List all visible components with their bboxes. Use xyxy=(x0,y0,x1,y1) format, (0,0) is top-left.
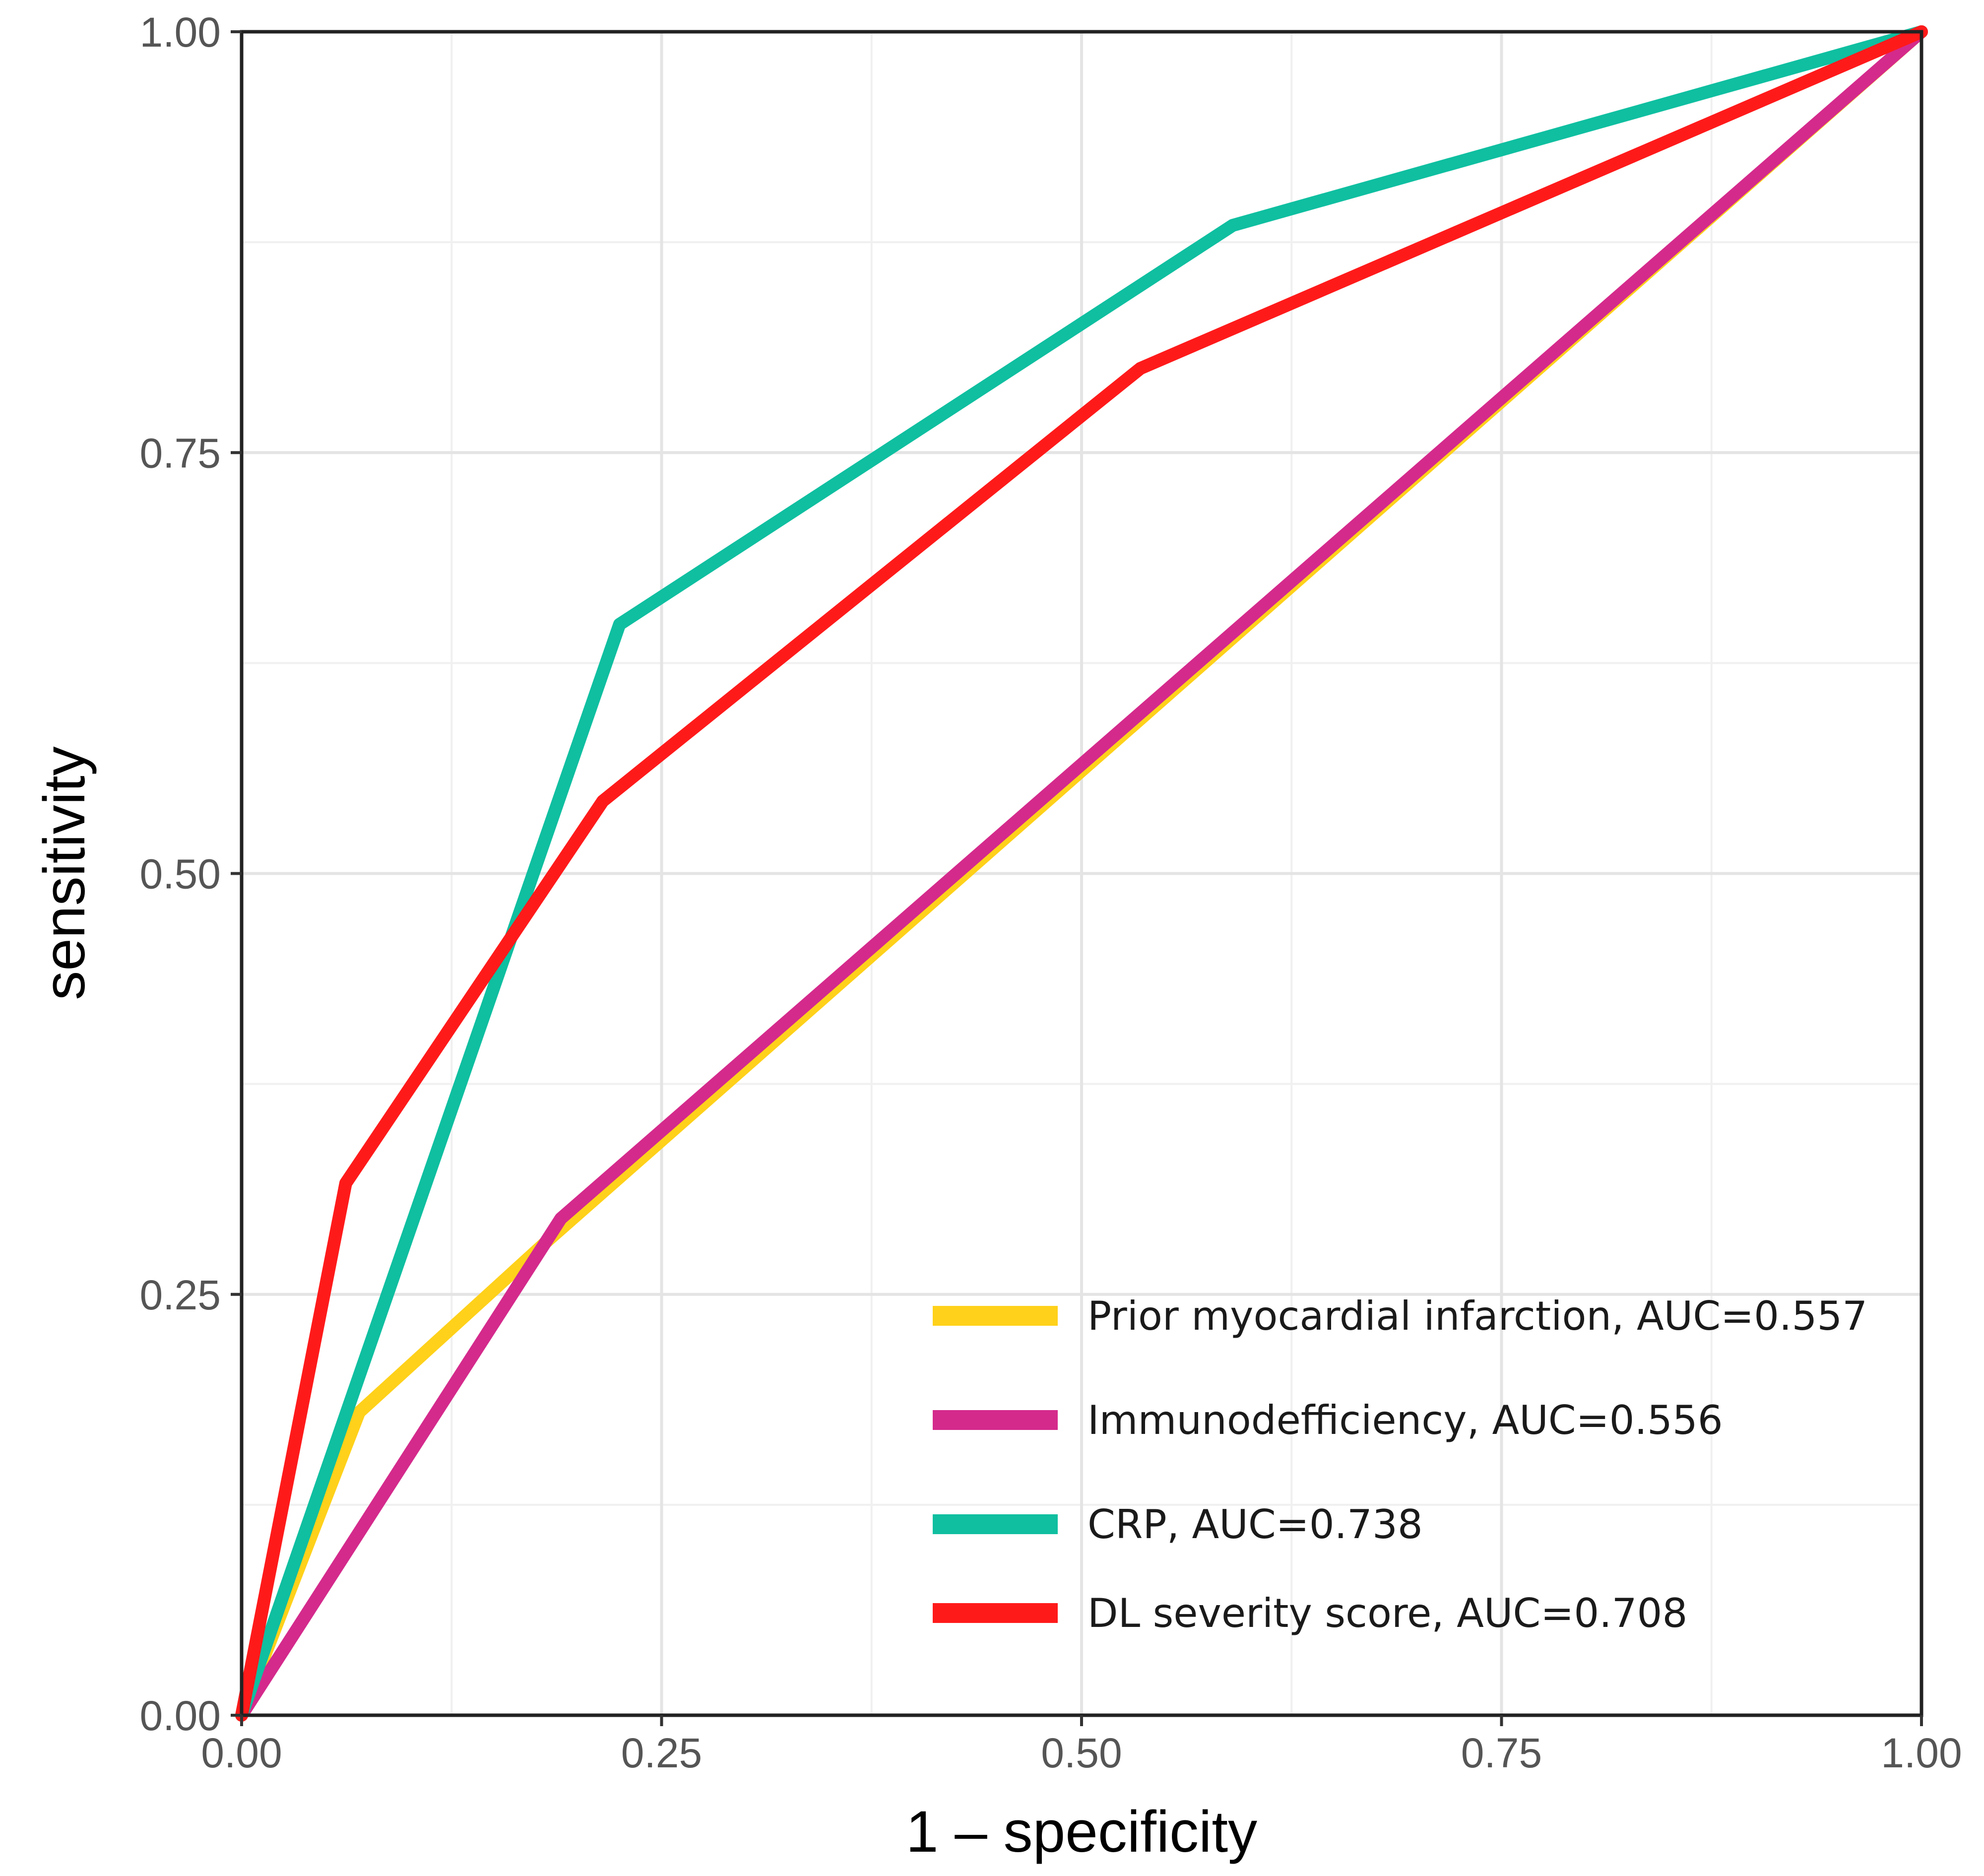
y-tick-label: 0.50 xyxy=(140,851,221,898)
legend-label-4: DL severity score, AUC=0.708 xyxy=(1088,1590,1687,1636)
x-tick-label: 1.00 xyxy=(1881,1730,1962,1776)
y-tick-label: 0.75 xyxy=(140,430,221,476)
legend-label-2: Immunodefficiency, AUC=0.556 xyxy=(1088,1397,1723,1443)
x-axis-title: 1 – specificity xyxy=(906,1799,1257,1865)
x-tick-label: 0.25 xyxy=(621,1730,703,1776)
y-tick-label: 0.25 xyxy=(140,1272,221,1318)
legend-swatch-2 xyxy=(933,1410,1058,1430)
legend-swatch-3 xyxy=(933,1514,1058,1534)
y-axis-title: sensitivity xyxy=(32,746,97,1000)
x-tick-label: 0.75 xyxy=(1461,1730,1542,1776)
series-line-3 xyxy=(235,25,1928,1722)
x-tick-label: 0.50 xyxy=(1041,1730,1122,1776)
axis-ticks: 0.00 0.25 0.50 0.75 1.00 0.00 0.25 0.50 0.75 1.00 xyxy=(140,9,1962,1776)
y-tick-label: 1.00 xyxy=(140,9,221,56)
series-line-2 xyxy=(235,25,1928,1722)
legend-swatch-4 xyxy=(933,1603,1058,1623)
legend-swatch-1 xyxy=(933,1306,1058,1326)
series-lines xyxy=(235,25,1928,1722)
legend: Prior myocardial infarction, AUC=0.557 Im… xyxy=(933,1293,1867,1636)
legend-label-1: Prior myocardial infarction, AUC=0.557 xyxy=(1088,1293,1867,1339)
series-line-4 xyxy=(235,25,1928,1722)
legend-label-3: CRP, AUC=0.738 xyxy=(1088,1501,1423,1548)
x-tick-label: 0.00 xyxy=(201,1730,282,1776)
y-tick-label: 0.00 xyxy=(140,1692,221,1739)
